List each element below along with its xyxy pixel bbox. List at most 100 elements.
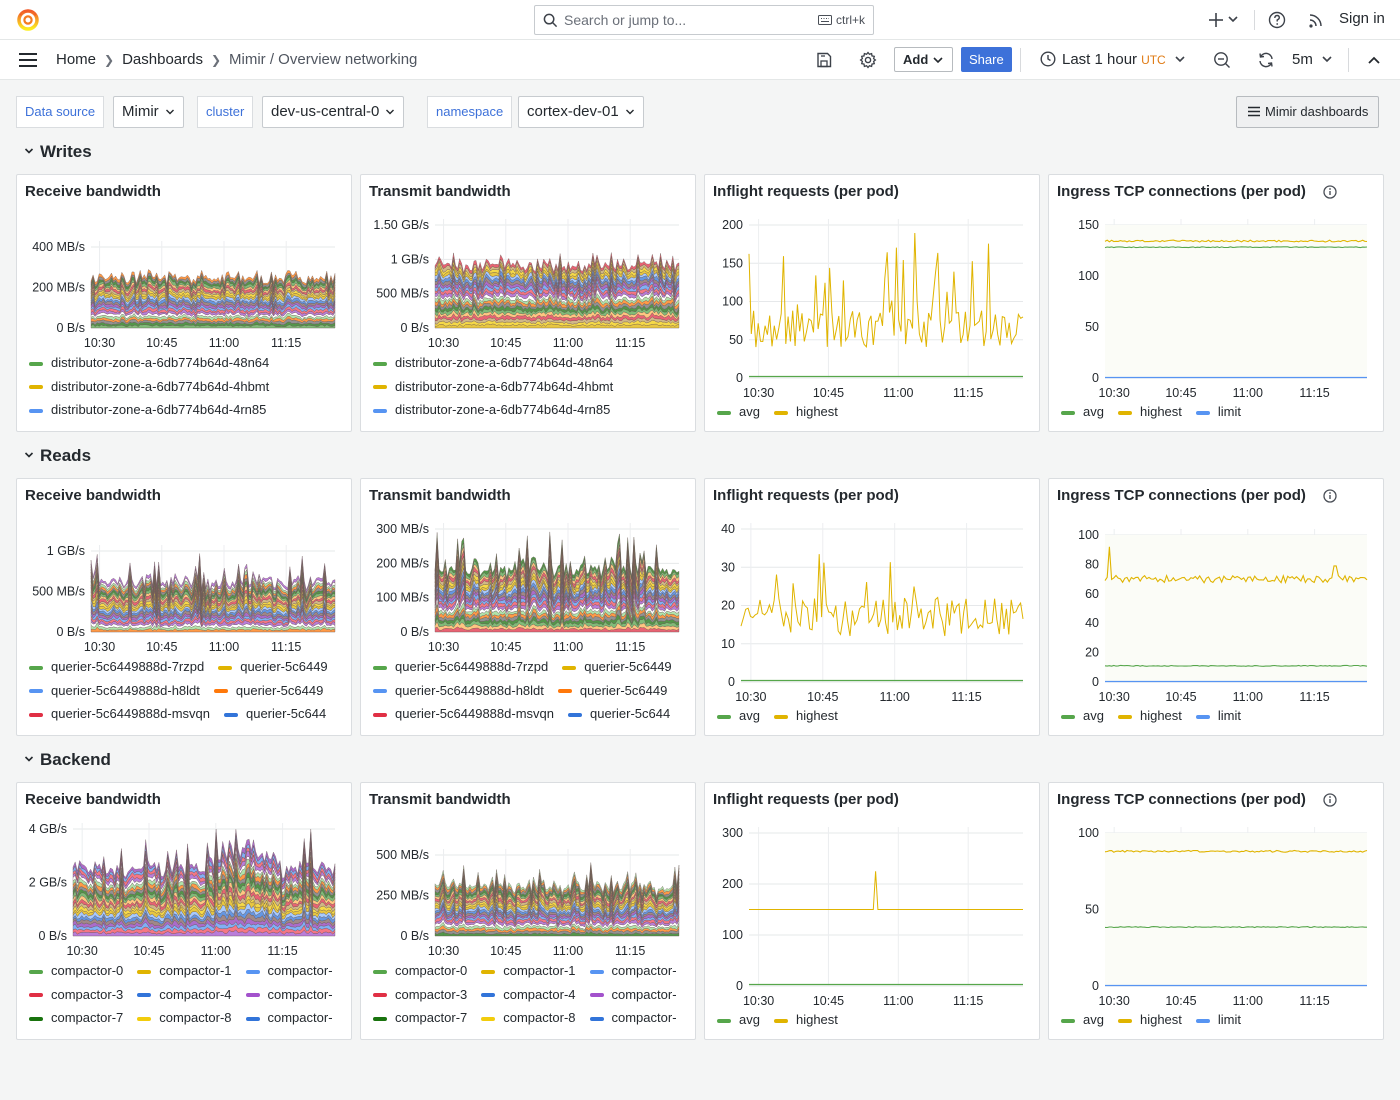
legend-item[interactable]: querier-5c6449888d-h8ldt xyxy=(373,683,544,698)
legend-item[interactable]: querier-5c6449888d-7rzpd xyxy=(29,659,204,674)
panel-chart[interactable]: 400 MB/s 200 MB/s 0 B/s10:30 10:45 11:00 11:1… xyxy=(17,175,353,433)
legend-item[interactable]: compactor-7 xyxy=(29,1010,123,1025)
time-range-picker[interactable]: Last 1 hour UTC xyxy=(1040,51,1186,68)
legend-item[interactable]: avg xyxy=(717,1012,760,1027)
panel-chart[interactable]: 100 50 010:30 10:45 11:00 11:15 xyxy=(1049,783,1385,1041)
legend-item[interactable]: compactor-0 xyxy=(29,963,123,978)
gear-icon[interactable] xyxy=(859,51,877,69)
legend-item[interactable]: compactor-8 xyxy=(137,1010,232,1025)
add-button[interactable]: Add xyxy=(894,47,954,72)
legend-item[interactable]: distributor-zone-a-6db774b64d-4rn85 xyxy=(373,402,610,417)
legend-item[interactable]: querier-5c6449 xyxy=(562,659,672,674)
info-icon[interactable] xyxy=(1323,185,1337,199)
legend-item[interactable]: limit xyxy=(1195,1012,1241,1027)
panel-inflight-requests-per-pod[interactable]: Inflight requests (per pod) 200 150 100 50 0 1… xyxy=(704,174,1040,432)
legend-item[interactable]: querier-5c6449 xyxy=(557,683,667,698)
panel-chart[interactable]: 150 100 50 010:30 10:45 11:00 11:15 xyxy=(1049,175,1385,433)
legend-item[interactable]: highest xyxy=(1117,404,1182,419)
plus-icon[interactable] xyxy=(1208,10,1224,30)
panel-receive-bandwidth[interactable]: Receive bandwidth 400 MB/s 200 MB/s 0 B/s 10… xyxy=(16,174,352,432)
chevron-down-icon[interactable] xyxy=(1227,14,1239,24)
menu-icon[interactable] xyxy=(18,52,38,68)
refresh-interval-picker[interactable]: 5m xyxy=(1292,51,1333,68)
chevron-up-icon[interactable] xyxy=(1367,54,1381,66)
info-icon[interactable] xyxy=(1323,489,1337,503)
legend-item[interactable]: distributor-zone-a-6db774b64d-48n64 xyxy=(29,355,269,370)
panel-chart[interactable]: 1.50 GB/s 1 GB/s 500 MB/s 0 B/s10:30 10:45 11… xyxy=(361,175,697,433)
legend-item[interactable]: distributor-zone-a-6db774b64d-4rn85 xyxy=(29,402,266,417)
breadcrumb-dashboards[interactable]: Dashboards xyxy=(122,51,203,68)
legend-item[interactable]: avg xyxy=(1061,1012,1104,1027)
sign-in-link[interactable]: Sign in xyxy=(1339,10,1385,27)
legend-item[interactable]: compactor- xyxy=(589,1010,677,1025)
panel-chart[interactable]: 500 MB/s 250 MB/s 0 B/s10:30 10:45 11:00 11:1… xyxy=(361,783,697,1041)
legend-item[interactable]: compactor-0 xyxy=(373,963,467,978)
panel-ingress-tcp-connections-per-pod[interactable]: Ingress TCP connections (per pod) 100 80 60… xyxy=(1048,478,1384,736)
legend-item[interactable]: querier-5c6449 xyxy=(213,683,323,698)
legend-item[interactable]: compactor- xyxy=(245,987,333,1002)
namespace-select[interactable]: cortex-dev-01 xyxy=(518,96,644,128)
legend-item[interactable]: querier-5c644 xyxy=(223,706,326,721)
legend-item[interactable]: highest xyxy=(1117,1012,1182,1027)
legend-item[interactable]: highest xyxy=(773,708,838,723)
mimir-dashboards-button[interactable]: Mimir dashboards xyxy=(1236,96,1380,128)
panel-ingress-tcp-connections-per-pod[interactable]: Ingress TCP connections (per pod) 100 50 0 1… xyxy=(1048,782,1384,1040)
legend-item[interactable]: avg xyxy=(1061,404,1104,419)
panel-transmit-bandwidth[interactable]: Transmit bandwidth 1.50 GB/s 1 GB/s 500 MB/… xyxy=(360,174,696,432)
legend-item[interactable]: compactor-7 xyxy=(373,1010,467,1025)
save-icon[interactable] xyxy=(816,52,832,68)
legend-item[interactable]: highest xyxy=(1117,708,1182,723)
legend-item[interactable]: compactor-8 xyxy=(481,1010,576,1025)
legend-item[interactable]: compactor- xyxy=(589,963,677,978)
search-box[interactable]: Search or jump to... ctrl+k xyxy=(534,5,874,35)
panel-inflight-requests-per-pod[interactable]: Inflight requests (per pod) 300 200 100 0 10:… xyxy=(704,782,1040,1040)
legend-item[interactable]: avg xyxy=(717,404,760,419)
legend-item[interactable]: querier-5c6449888d-7rzpd xyxy=(373,659,548,674)
legend-item[interactable]: compactor- xyxy=(245,1010,333,1025)
refresh-icon[interactable] xyxy=(1257,51,1275,69)
legend-item[interactable]: querier-5c6449888d-msvqn xyxy=(373,706,554,721)
legend-item[interactable]: avg xyxy=(1061,708,1104,723)
legend-item[interactable]: compactor-1 xyxy=(481,963,576,978)
datasource-select[interactable]: Mimir xyxy=(113,96,184,128)
legend-item[interactable]: compactor- xyxy=(245,963,333,978)
info-icon[interactable] xyxy=(1323,793,1337,807)
row-title-backend[interactable]: Backend xyxy=(24,750,111,770)
legend-item[interactable]: highest xyxy=(773,404,838,419)
legend-item[interactable]: distributor-zone-a-6db774b64d-4hbmt xyxy=(29,379,269,394)
legend-item[interactable]: avg xyxy=(717,708,760,723)
panel-ingress-tcp-connections-per-pod[interactable]: Ingress TCP connections (per pod) 150 100 5… xyxy=(1048,174,1384,432)
panel-chart[interactable]: 4 GB/s 2 GB/s 0 B/s10:30 10:45 11:00 11:15 xyxy=(17,783,353,1041)
legend-item[interactable]: compactor-3 xyxy=(373,987,467,1002)
panel-transmit-bandwidth[interactable]: Transmit bandwidth 300 MB/s 200 MB/s 100 MB… xyxy=(360,478,696,736)
panel-chart[interactable]: 40 30 20 10 010:30 10:45 11:00 11:15 xyxy=(705,479,1041,737)
panel-chart[interactable]: 1 GB/s 500 MB/s 0 B/s10:30 10:45 11:00 11:15 xyxy=(17,479,353,737)
legend-item[interactable]: limit xyxy=(1195,404,1241,419)
panel-inflight-requests-per-pod[interactable]: Inflight requests (per pod) 40 30 20 10 0 10:3… xyxy=(704,478,1040,736)
legend-item[interactable]: compactor-3 xyxy=(29,987,123,1002)
legend-item[interactable]: compactor-4 xyxy=(137,987,232,1002)
breadcrumb-home[interactable]: Home xyxy=(56,51,97,68)
legend-item[interactable]: compactor-4 xyxy=(481,987,576,1002)
panel-transmit-bandwidth[interactable]: Transmit bandwidth 500 MB/s 250 MB/s 0 B/s 1… xyxy=(360,782,696,1040)
panel-chart[interactable]: 300 MB/s 200 MB/s 100 MB/s 0 B/s10:30 10:45 1… xyxy=(361,479,697,737)
legend-item[interactable]: querier-5c6449 xyxy=(218,659,328,674)
legend-item[interactable]: distributor-zone-a-6db774b64d-4hbmt xyxy=(373,379,613,394)
panel-chart[interactable]: 100 80 60 40 20 010:30 10:45 11:00 11:15 xyxy=(1049,479,1385,737)
legend-item[interactable]: compactor- xyxy=(589,987,677,1002)
legend-item[interactable]: querier-5c6449888d-msvqn xyxy=(29,706,210,721)
legend-item[interactable]: querier-5c6449888d-h8ldt xyxy=(29,683,200,698)
zoom-out-icon[interactable] xyxy=(1213,51,1231,69)
legend-item[interactable]: limit xyxy=(1195,708,1241,723)
legend-item[interactable]: querier-5c644 xyxy=(567,706,670,721)
panel-receive-bandwidth[interactable]: Receive bandwidth 4 GB/s 2 GB/s 0 B/s 10:30 1… xyxy=(16,782,352,1040)
rss-icon[interactable] xyxy=(1308,10,1324,30)
help-icon[interactable] xyxy=(1268,10,1286,30)
panel-chart[interactable]: 300 200 100 010:30 10:45 11:00 11:15 xyxy=(705,783,1041,1041)
cluster-select[interactable]: dev-us-central-0 xyxy=(262,96,405,128)
share-button[interactable]: Share xyxy=(961,47,1012,72)
legend-item[interactable]: distributor-zone-a-6db774b64d-48n64 xyxy=(373,355,613,370)
grafana-logo-icon[interactable] xyxy=(16,8,40,32)
row-title-writes[interactable]: Writes xyxy=(24,142,92,162)
legend-item[interactable]: compactor-1 xyxy=(137,963,232,978)
